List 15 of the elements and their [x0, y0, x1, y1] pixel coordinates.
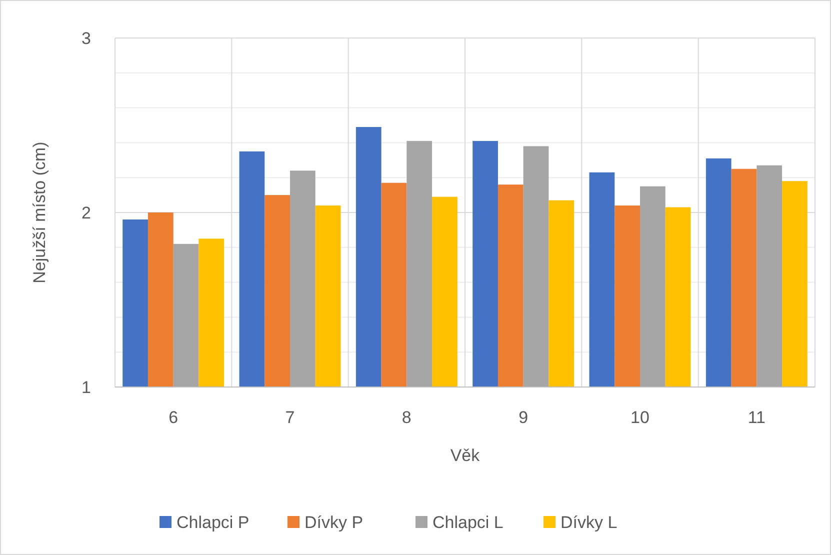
y-tick-label: 1	[82, 378, 91, 397]
legend-label: Dívky L	[560, 512, 618, 532]
x-tick-label: 8	[402, 408, 412, 427]
y-tick-label: 2	[82, 203, 91, 222]
y-tick-label: 3	[82, 28, 91, 48]
x-tick-label: 11	[748, 408, 766, 427]
legend-label: Chlapci L	[432, 512, 504, 532]
x-tick-label: 6	[168, 408, 178, 427]
x-tick-label: 9	[518, 408, 528, 427]
y-axis-title: Nejužší místo (cm)	[30, 142, 49, 284]
x-axis-title: Věk	[450, 446, 480, 465]
legend-label: Dívky P	[304, 512, 364, 532]
x-tick-label: 7	[285, 408, 295, 427]
legend-label: Chlapci P	[176, 512, 250, 532]
x-tick-label: 10	[630, 408, 650, 427]
